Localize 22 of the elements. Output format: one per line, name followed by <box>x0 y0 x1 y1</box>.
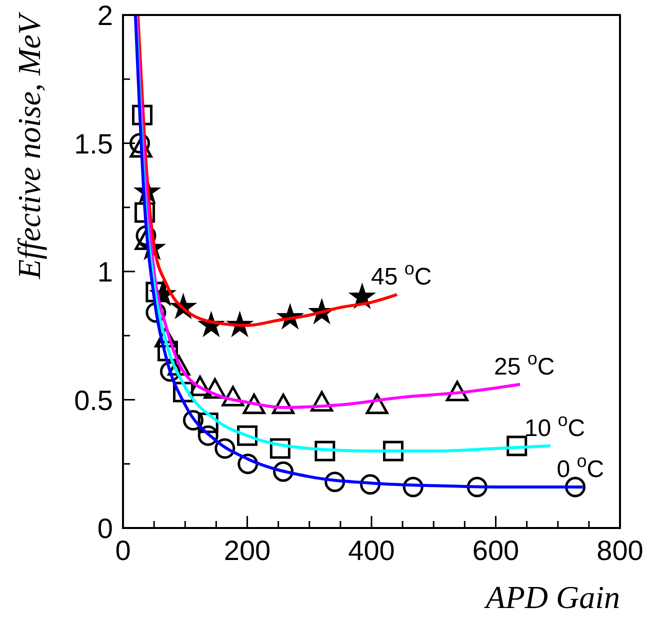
x-tick-label: 400 <box>348 535 395 566</box>
x-tick-label: 600 <box>472 535 520 566</box>
point <box>506 436 528 456</box>
y-axis-title: Effective noise, MeV <box>11 12 47 280</box>
series-label: 25 $^{o}$C <box>494 348 555 380</box>
series-label: 0 $^{o}$C <box>556 450 604 483</box>
y-tick-label: 2 <box>97 0 113 31</box>
x-axis-title: APD Gain <box>484 579 620 615</box>
point <box>382 440 404 462</box>
series-label: 45 $^{o}$C <box>370 258 432 291</box>
point <box>214 438 236 459</box>
y-tick-label: 1.5 <box>74 128 113 160</box>
point <box>270 438 290 459</box>
y-tick-label: 0 <box>97 513 113 544</box>
x-tick-label: 800 <box>596 535 644 566</box>
y-tick-label: 1 <box>97 256 113 288</box>
series-label: 10 $^{o}$C <box>524 410 586 442</box>
x-tick-label: 200 <box>224 535 271 566</box>
point <box>565 476 586 498</box>
point <box>310 391 334 412</box>
point <box>314 440 336 462</box>
y-tick-label: 0.5 <box>74 384 113 416</box>
